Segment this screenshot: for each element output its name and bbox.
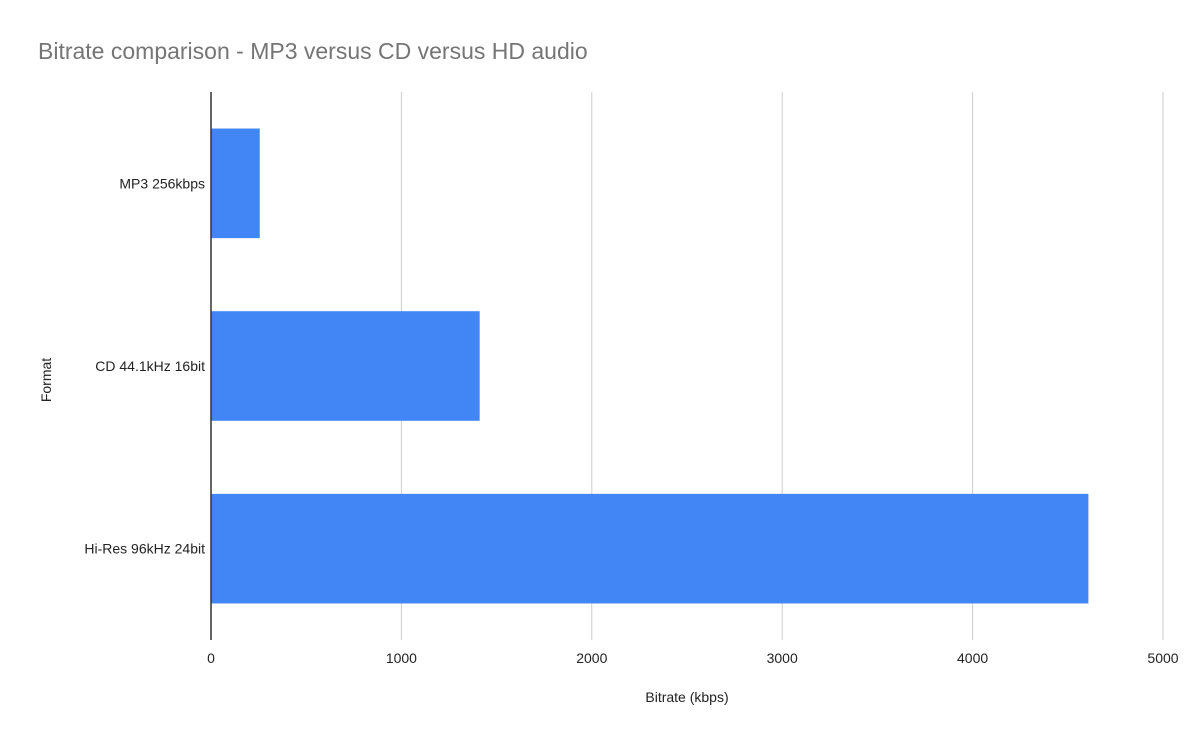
y-axis-label: Format [38,358,54,402]
category-label: MP3 256kbps [119,175,205,191]
category-label: Hi-Res 96kHz 24bit [84,541,205,557]
x-tick-label: 0 [207,650,215,666]
x-tick-label: 3000 [767,650,798,666]
x-tick-label: 4000 [957,650,988,666]
category-labels: MP3 256kbps CD 44.1kHz 16bit Hi-Res 96kHz … [84,175,205,556]
bar-1 [211,311,480,421]
x-tick-label: 1000 [386,650,417,666]
x-axis-label: Bitrate (kbps) [645,689,728,705]
category-label: CD 44.1kHz 16bit [95,358,205,374]
x-tick-label: 2000 [576,650,607,666]
bars [211,128,1089,604]
bar-2 [211,493,1089,604]
chart-title: Bitrate comparison - MP3 versus CD versu… [38,38,588,64]
bar-0 [211,128,260,239]
x-tick-label: 5000 [1147,650,1178,666]
x-tick-labels: 0 1000 2000 3000 4000 5000 [207,650,1179,666]
